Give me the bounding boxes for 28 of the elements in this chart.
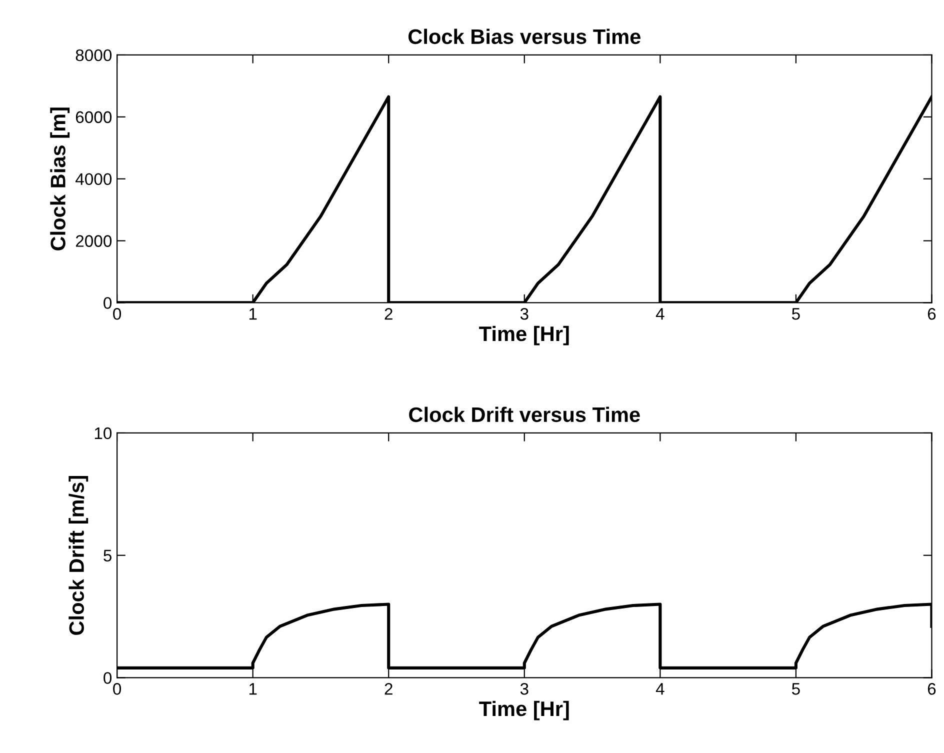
y-axis-title: Clock Drift [m/s] <box>68 476 88 635</box>
x-tick-label: 4 <box>656 683 664 695</box>
y-tick-label: 0 <box>104 672 112 684</box>
y-tick-label: 5 <box>104 550 112 562</box>
x-tick-label: 6 <box>928 308 936 320</box>
x-tick-label: 1 <box>249 683 257 695</box>
y-tick-label: 0 <box>104 297 112 309</box>
x-tick-label: 5 <box>792 683 800 695</box>
x-tick-label: 0 <box>113 683 122 695</box>
x-tick-label: 3 <box>520 308 528 320</box>
x-tick-label: 0 <box>113 308 122 320</box>
y-tick-label: 4000 <box>76 173 112 186</box>
x-tick-label: 4 <box>656 308 664 320</box>
y-tick-label: 10 <box>94 427 112 440</box>
y-tick-label: 6000 <box>76 111 112 124</box>
x-tick-label: 1 <box>249 308 257 320</box>
x-tick-label: 2 <box>384 683 392 695</box>
y-tick-label: 2000 <box>76 235 112 247</box>
x-tick-label: 5 <box>792 308 800 320</box>
x-axis-title: Time [Hr] <box>479 326 569 346</box>
y-axis-title: Clock Bias [m] <box>50 108 70 250</box>
y-tick-label: 8000 <box>76 49 112 62</box>
x-tick-label: 2 <box>384 308 392 320</box>
x-tick-label: 3 <box>520 683 528 695</box>
chart-title: Clock Bias versus Time <box>408 28 640 44</box>
x-tick-label: 6 <box>928 683 936 695</box>
x-axis-title: Time [Hr] <box>479 700 569 720</box>
chart-title: Clock Drift versus Time <box>409 406 640 422</box>
